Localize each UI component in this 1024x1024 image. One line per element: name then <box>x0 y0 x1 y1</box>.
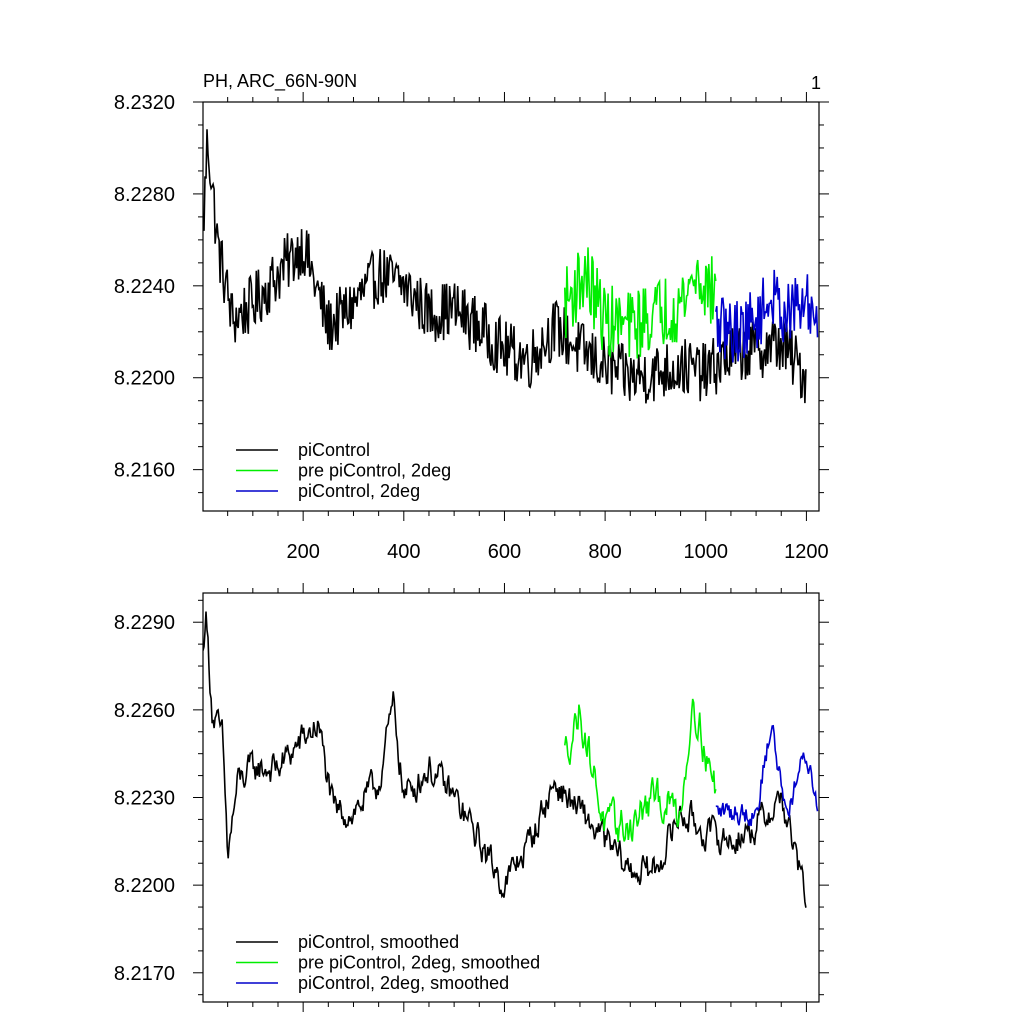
x-tick-label: 800 <box>588 541 621 563</box>
y-tick-label: 8.2160 <box>114 460 175 482</box>
legend-label: pre piControl, 2deg <box>298 461 451 481</box>
series-line-1 <box>203 129 807 404</box>
legend-label: piControl <box>298 440 370 460</box>
y-tick-label: 8.2200 <box>114 875 175 897</box>
y-tick-label: 8.2290 <box>114 612 175 634</box>
y-tick-label: 8.2230 <box>114 788 175 810</box>
x-tick-label: 200 <box>286 541 319 563</box>
x-tick-label: 400 <box>387 541 420 563</box>
series-line-3 <box>715 724 819 827</box>
series-line-1 <box>203 611 807 908</box>
legend-label: piControl, smoothed <box>298 932 459 952</box>
y-tick-label: 8.2170 <box>114 963 175 985</box>
y-tick-label: 8.2280 <box>114 184 175 206</box>
x-tick-label: 1000 <box>684 541 729 563</box>
legend-label: piControl, 2deg, smoothed <box>298 973 509 993</box>
series-line-2 <box>564 698 717 842</box>
y-tick-label: 8.2240 <box>114 276 175 298</box>
plot-frame <box>202 592 820 1003</box>
series-line-3 <box>715 269 819 363</box>
plot-frame <box>202 101 820 512</box>
y-tick-label: 8.2320 <box>114 92 175 114</box>
y-tick-label: 8.2200 <box>114 368 175 390</box>
legend-label: pre piControl, 2deg, smoothed <box>298 953 540 973</box>
top-panel: 8.2320 8.2280 8.2240 8.2200 8.2160 200 400 600 8… <box>114 71 829 563</box>
corner-label: 1 <box>811 73 821 93</box>
series-line-2 <box>564 247 717 359</box>
bottom-panel: 8.2290 8.2260 8.2230 8.2200 8.2170 piControl,… <box>114 583 829 1012</box>
y-tick-label: 8.2260 <box>114 700 175 722</box>
chart-title: PH, ARC_66N-90N <box>203 71 357 92</box>
x-tick-label: 600 <box>488 541 521 563</box>
legend-label: piControl, 2deg <box>298 481 420 501</box>
x-tick-label: 1200 <box>784 541 829 563</box>
